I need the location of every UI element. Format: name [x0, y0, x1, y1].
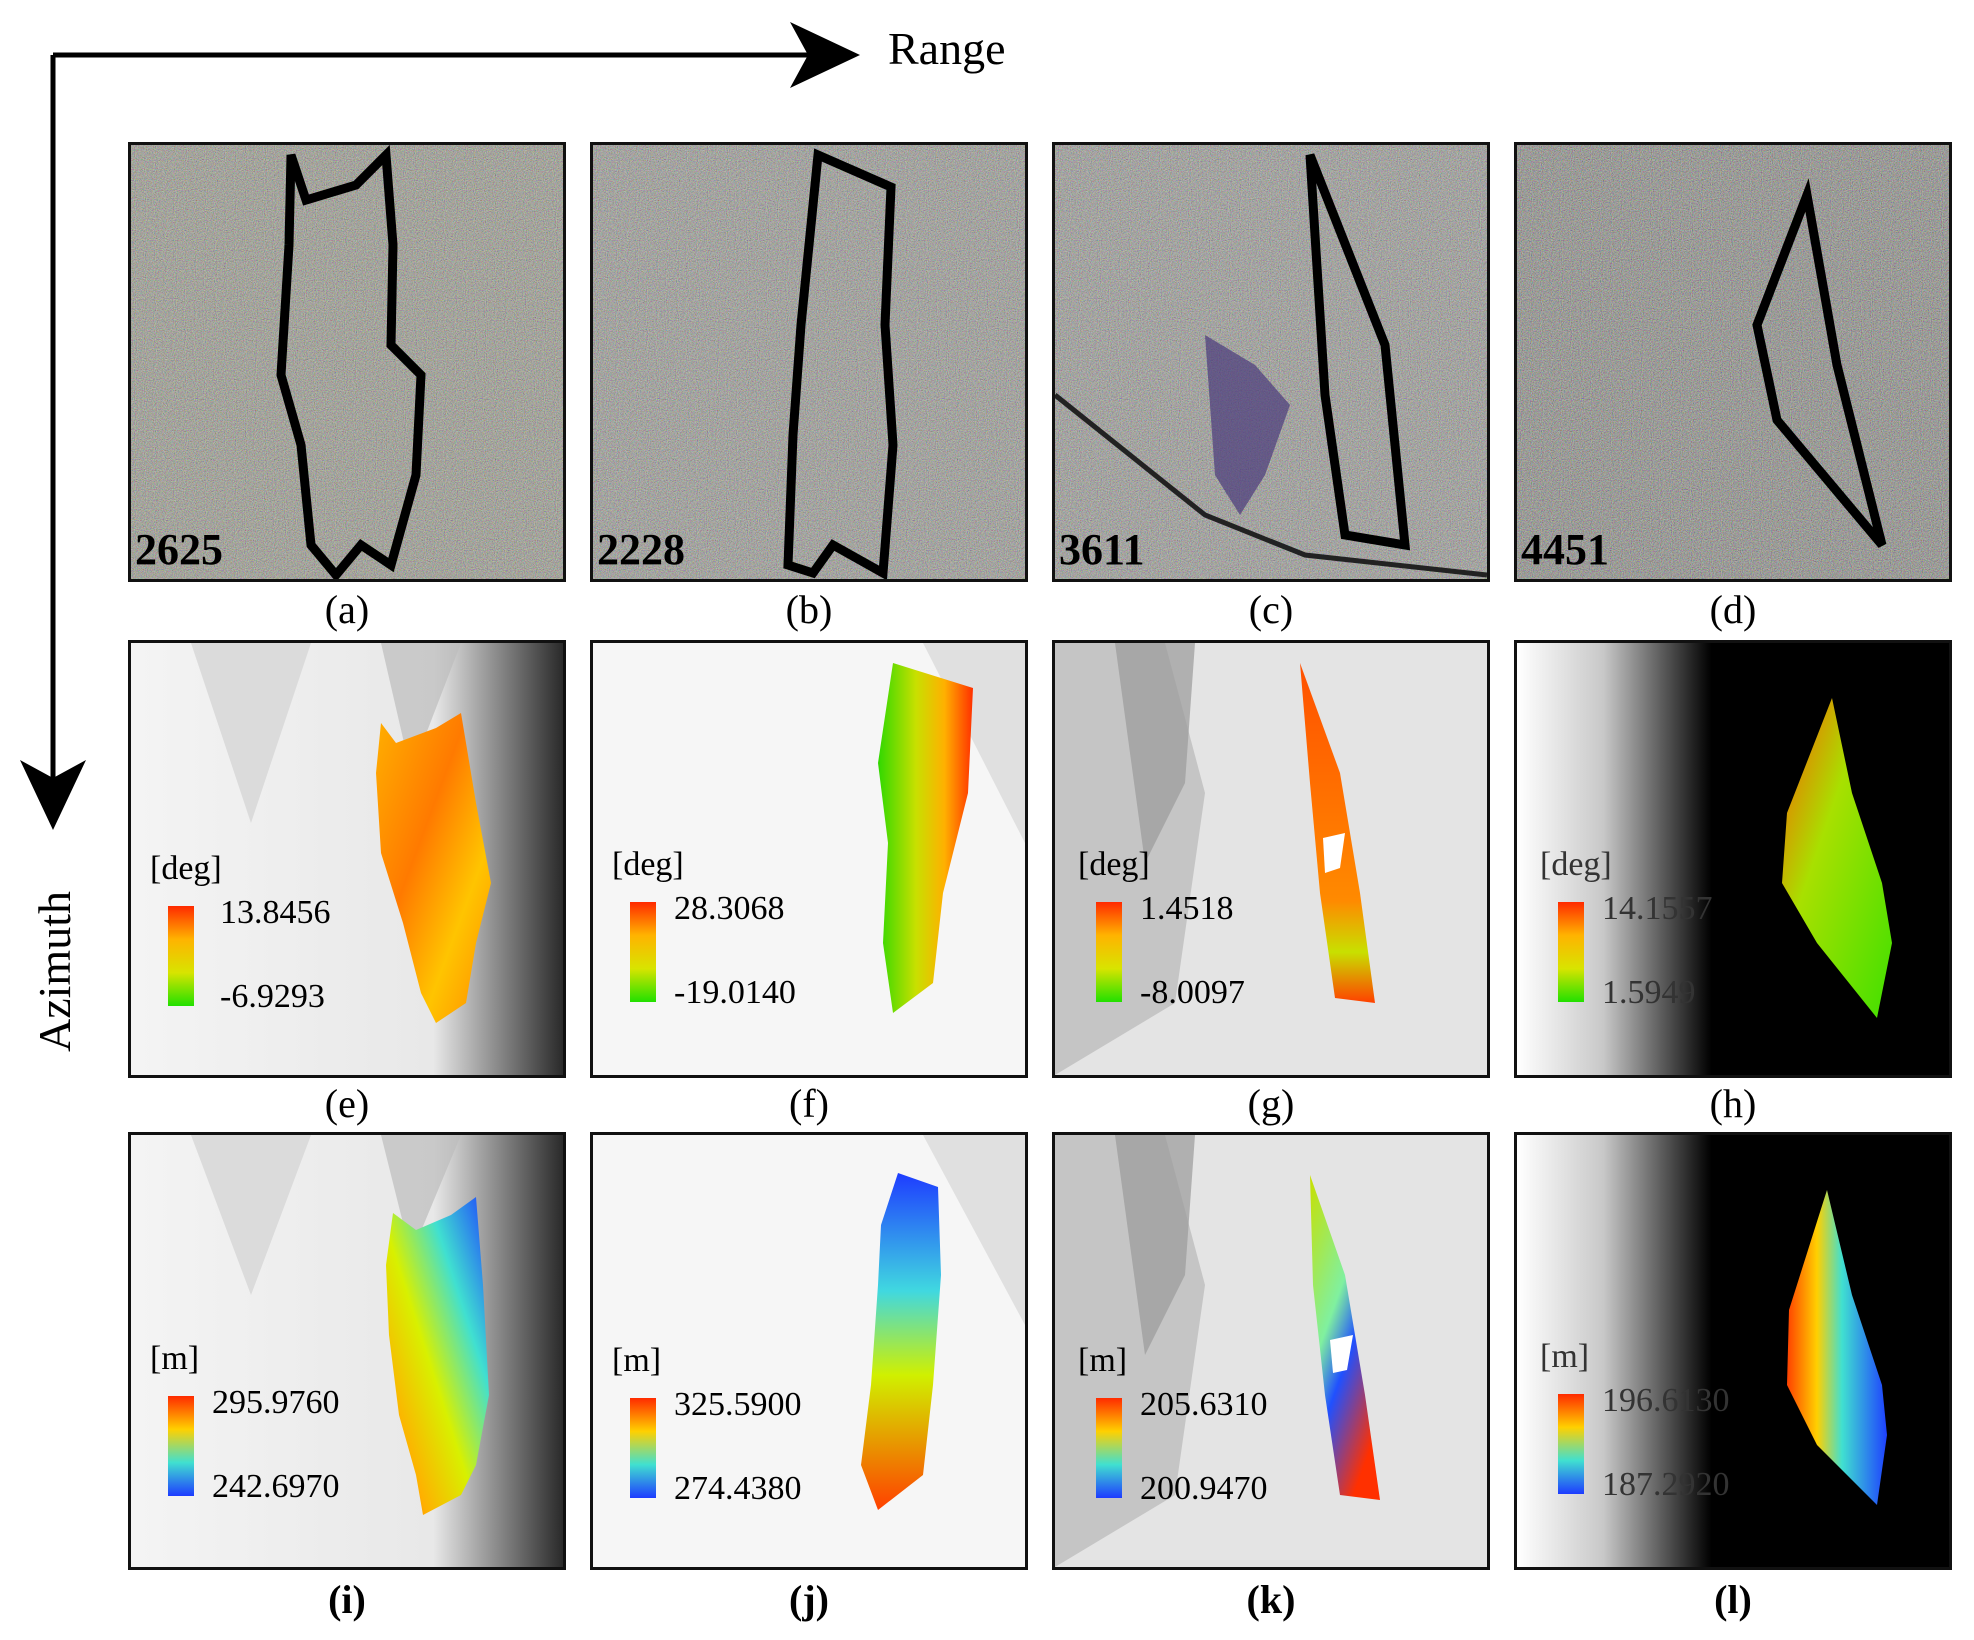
sar-image-c	[1055, 145, 1487, 579]
sar-panel-c: 3611	[1052, 142, 1490, 582]
height-map-k	[1055, 1135, 1487, 1567]
legend-max: 196.6130	[1602, 1382, 1730, 1419]
sar-panel-a: 2625	[128, 142, 566, 582]
height-map-i	[131, 1135, 563, 1567]
legend-max: 205.6310	[1140, 1386, 1268, 1423]
angle-map-h	[1517, 643, 1949, 1075]
legend-max: 325.5900	[674, 1386, 802, 1423]
field-id-b: 2228	[597, 525, 685, 574]
legend-unit: [deg]	[612, 846, 684, 883]
legend-unit: [m]	[150, 1340, 200, 1377]
caption-f: (f)	[789, 1081, 829, 1126]
sar-image-d	[1517, 145, 1949, 579]
legend-min: 1.5949	[1602, 974, 1696, 1011]
height-map-l	[1517, 1135, 1949, 1567]
caption-a: (a)	[324, 587, 370, 632]
legend-unit: [deg]	[150, 850, 222, 887]
legend-max: 1.4518	[1140, 890, 1234, 927]
range-arrowhead	[790, 22, 860, 88]
caption-b: (b)	[785, 587, 833, 632]
sar-panel-b: 2228	[590, 142, 1028, 582]
height-colorbar	[1558, 1394, 1584, 1494]
legend-unit: [m]	[1078, 1342, 1128, 1379]
angle-colorbar	[1096, 902, 1122, 1002]
angle-colorbar	[630, 902, 656, 1002]
height-panel-l	[1514, 1132, 1952, 1570]
height-colorbar	[1096, 1398, 1122, 1498]
legend-max: 13.8456	[220, 894, 331, 931]
height-colorbar	[630, 1398, 656, 1498]
angle-colorbar	[1558, 902, 1584, 1002]
legend-unit: [m]	[1540, 1338, 1590, 1375]
field-boundary-d	[1752, 178, 1887, 548]
legend-min: -6.9293	[220, 978, 325, 1015]
legend-unit: [deg]	[1078, 846, 1150, 883]
caption-h: (h)	[1709, 1081, 1757, 1126]
legend-max: 14.1557	[1602, 890, 1713, 927]
azimuth-arrowhead	[20, 760, 86, 830]
height-panel-i	[128, 1132, 566, 1570]
field-height-i	[386, 1197, 489, 1515]
height-colorbar	[168, 1396, 194, 1496]
sar-image-b	[593, 145, 1025, 579]
caption-g: (g)	[1247, 1081, 1295, 1126]
legend-min: -19.0140	[674, 974, 796, 1011]
field-id-d: 4451	[1521, 525, 1609, 574]
caption-k: (k)	[1246, 1577, 1296, 1622]
legend-unit: [deg]	[1540, 846, 1612, 883]
legend-min: 187.2920	[1602, 1466, 1730, 1503]
field-boundary-a	[276, 145, 426, 579]
height-panel-j	[590, 1132, 1028, 1570]
field-angle-g	[1300, 663, 1375, 1003]
legend-max: 28.3068	[674, 890, 785, 927]
height-map-j	[593, 1135, 1025, 1567]
field-boundary-b	[783, 148, 898, 579]
angle-colorbar	[168, 906, 194, 1006]
field-height-j	[861, 1173, 941, 1510]
caption-j: (j)	[789, 1577, 829, 1622]
angle-panel-f	[590, 640, 1028, 1078]
angle-map-e	[131, 643, 563, 1075]
field-id-c: 3611	[1059, 525, 1145, 574]
sar-panel-d: 4451	[1514, 142, 1952, 582]
caption-d: (d)	[1709, 587, 1757, 632]
caption-i: (i)	[328, 1577, 366, 1622]
height-panel-k	[1052, 1132, 1490, 1570]
field-id-a: 2625	[135, 525, 223, 574]
legend-max: 295.9760	[212, 1384, 340, 1421]
angle-panel-e	[128, 640, 566, 1078]
angle-map-g	[1055, 643, 1487, 1075]
range-axis-label: Range	[888, 23, 1006, 74]
legend-min: -8.0097	[1140, 974, 1245, 1011]
field-angle-f	[878, 663, 973, 1013]
angle-map-f	[593, 643, 1025, 1075]
legend-min: 242.6970	[212, 1468, 340, 1505]
field-boundary-c	[1305, 153, 1411, 551]
field-angle-h	[1782, 698, 1892, 1018]
field-angle-e	[376, 713, 491, 1023]
angle-panel-h	[1514, 640, 1952, 1078]
legend-min: 274.4380	[674, 1470, 802, 1507]
field-height-l	[1787, 1190, 1887, 1505]
legend-min: 200.9470	[1140, 1470, 1268, 1507]
angle-panel-g	[1052, 640, 1490, 1078]
caption-e: (e)	[324, 1081, 370, 1126]
sar-image-a	[131, 145, 563, 579]
caption-c: (c)	[1248, 587, 1294, 632]
azimuth-axis-label: Azimuth	[29, 891, 80, 1052]
legend-unit: [m]	[612, 1342, 662, 1379]
caption-l: (l)	[1714, 1577, 1752, 1622]
